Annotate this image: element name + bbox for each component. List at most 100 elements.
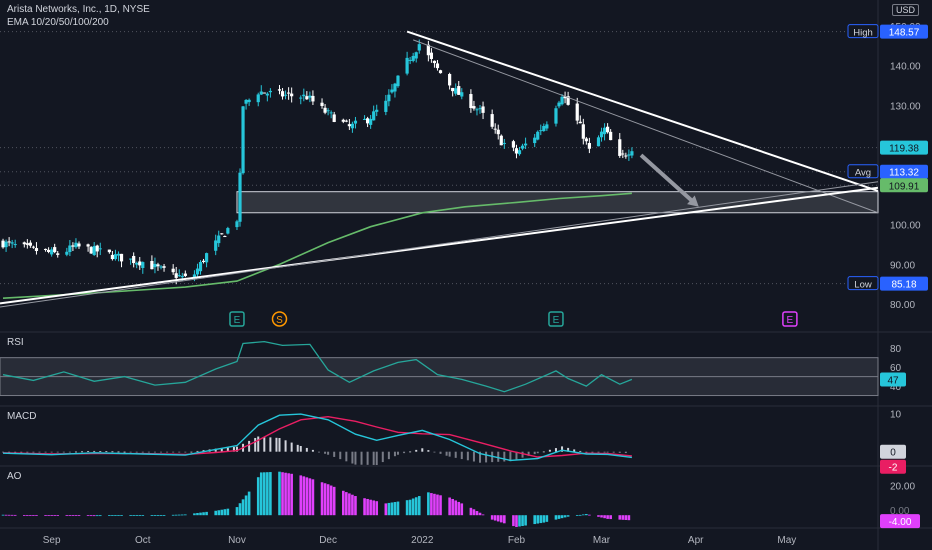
candle-body[interactable]: [113, 254, 118, 260]
candle-body[interactable]: [50, 249, 54, 255]
ao-bar[interactable]: [384, 503, 388, 516]
trendline[interactable]: [413, 39, 879, 214]
ao-bar[interactable]: [50, 515, 53, 516]
ao-bar[interactable]: [284, 472, 287, 516]
candle-body[interactable]: [110, 254, 115, 260]
candle-body[interactable]: [86, 244, 90, 247]
candle-body[interactable]: [31, 246, 36, 248]
candle-body[interactable]: [153, 263, 157, 268]
candle-body[interactable]: [587, 143, 591, 149]
ao-bar[interactable]: [4, 514, 8, 516]
candle-body[interactable]: [183, 273, 187, 276]
candle-body[interactable]: [116, 253, 121, 256]
trendline[interactable]: [0, 181, 879, 308]
candle-body[interactable]: [265, 93, 269, 96]
ao-bar[interactable]: [202, 512, 205, 516]
candle-body[interactable]: [384, 100, 388, 112]
ao-bar[interactable]: [290, 473, 293, 516]
candle-body[interactable]: [554, 108, 558, 124]
indicator-legend[interactable]: EMA 10/20/50/100/200: [7, 17, 109, 28]
ao-bar[interactable]: [266, 472, 269, 516]
candle-body[interactable]: [204, 253, 209, 263]
candle-body[interactable]: [74, 242, 78, 248]
candle-body[interactable]: [141, 262, 145, 268]
ao-bar[interactable]: [518, 515, 521, 527]
trendline[interactable]: [406, 30, 879, 192]
candle-body[interactable]: [366, 118, 370, 124]
candle-body[interactable]: [490, 114, 494, 127]
candle-body[interactable]: [599, 131, 604, 138]
price-pane[interactable]: 80.0090.00100.00110.00120.00130.00140.00…: [0, 22, 928, 327]
candle-body[interactable]: [159, 266, 163, 268]
candle-body[interactable]: [299, 97, 303, 99]
earnings-marker[interactable]: [548, 311, 564, 327]
candle-body[interactable]: [171, 268, 175, 273]
ao-bar[interactable]: [269, 472, 272, 516]
candle-body[interactable]: [262, 92, 266, 94]
candle-body[interactable]: [630, 151, 634, 156]
ao-bar[interactable]: [460, 503, 464, 516]
time-axis[interactable]: Sep Oct Nov Dec 2022 Feb Mar Apr May: [43, 535, 797, 546]
ao-bar[interactable]: [585, 514, 588, 516]
candle-body[interactable]: [323, 107, 327, 113]
ao-bar[interactable]: [141, 515, 145, 516]
ao-bar[interactable]: [98, 515, 102, 517]
ao-bar[interactable]: [375, 501, 379, 516]
candle-body[interactable]: [308, 95, 312, 98]
support-zone[interactable]: [236, 191, 879, 214]
candle-body[interactable]: [390, 89, 394, 93]
candle-body[interactable]: [536, 131, 540, 140]
ao-bar[interactable]: [23, 515, 26, 516]
ao-bar[interactable]: [372, 500, 375, 516]
ao-bar[interactable]: [159, 515, 163, 516]
candle-body[interactable]: [502, 142, 506, 144]
candle-body[interactable]: [214, 240, 218, 251]
ao-bar[interactable]: [493, 515, 497, 521]
ao-bar[interactable]: [332, 486, 336, 516]
ao-bar[interactable]: [56, 515, 60, 516]
candle-body[interactable]: [89, 247, 93, 254]
ao-bar[interactable]: [603, 515, 606, 519]
ao-bar[interactable]: [217, 510, 221, 516]
ao-bar[interactable]: [35, 515, 38, 516]
ao-bar[interactable]: [44, 515, 47, 516]
ao-bar[interactable]: [481, 514, 485, 516]
candle-body[interactable]: [539, 130, 543, 132]
ao-bar[interactable]: [138, 515, 142, 516]
ao-bar[interactable]: [575, 515, 579, 516]
candle-body[interactable]: [119, 253, 124, 262]
ao-bar[interactable]: [287, 473, 290, 516]
ao-bar[interactable]: [184, 514, 187, 516]
candle-body[interactable]: [180, 276, 184, 278]
candle-body[interactable]: [408, 59, 412, 61]
ao-bar[interactable]: [490, 515, 494, 520]
candle-body[interactable]: [326, 110, 330, 112]
ao-bar[interactable]: [427, 492, 430, 516]
ao-bar[interactable]: [542, 515, 546, 523]
ao-bar[interactable]: [53, 515, 56, 516]
ao-bar[interactable]: [348, 493, 351, 516]
candle-body[interactable]: [283, 94, 288, 96]
ao-bar[interactable]: [411, 498, 415, 516]
candle-body[interactable]: [277, 89, 282, 91]
candle-body[interactable]: [320, 102, 324, 107]
ao-bar[interactable]: [150, 515, 154, 516]
candle-body[interactable]: [290, 93, 294, 97]
candle-body[interactable]: [454, 88, 458, 94]
ao-bar[interactable]: [582, 514, 585, 516]
candle-body[interactable]: [329, 112, 333, 114]
currency-button[interactable]: USD: [892, 4, 920, 16]
projection-arrow-shaft[interactable]: [639, 153, 695, 203]
ao-bar[interactable]: [171, 514, 175, 516]
ao-bar[interactable]: [588, 514, 591, 516]
ao-bar[interactable]: [199, 512, 202, 516]
candle-body[interactable]: [372, 111, 376, 121]
candle-body[interactable]: [341, 119, 345, 122]
candle-body[interactable]: [43, 248, 48, 250]
ao-bar[interactable]: [68, 515, 72, 516]
candle-body[interactable]: [28, 242, 32, 246]
ao-bar[interactable]: [627, 515, 631, 521]
candle-body[interactable]: [198, 262, 203, 272]
candle-body[interactable]: [10, 242, 14, 244]
split-marker[interactable]: [271, 311, 288, 327]
